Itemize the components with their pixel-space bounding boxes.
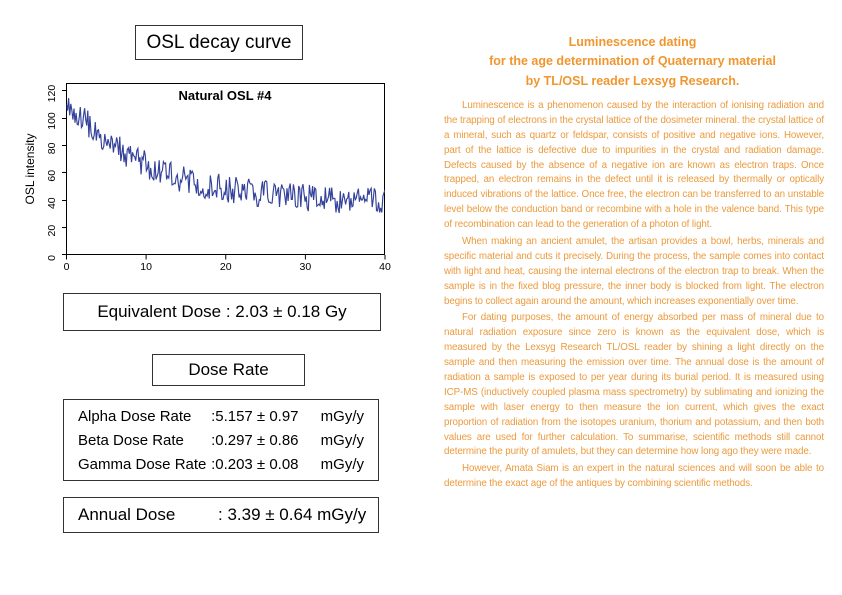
svg-text:20: 20: [220, 261, 232, 273]
svg-text:Natural OSL #4: Natural OSL #4: [179, 88, 273, 103]
svg-text:120: 120: [46, 85, 58, 103]
svg-text:20: 20: [46, 225, 58, 237]
svg-text:80: 80: [46, 142, 58, 154]
svg-text:100: 100: [46, 112, 58, 130]
svg-text:10: 10: [140, 261, 152, 273]
svg-text:60: 60: [46, 170, 58, 182]
svg-text:30: 30: [300, 261, 312, 273]
svg-text:0: 0: [46, 255, 58, 261]
svg-text:40: 40: [379, 261, 391, 273]
svg-text:0: 0: [64, 261, 70, 273]
svg-text:OSL intensity: OSL intensity: [23, 134, 37, 205]
svg-text:40: 40: [46, 197, 58, 209]
